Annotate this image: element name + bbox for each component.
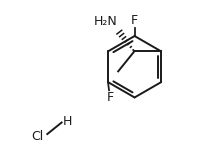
Text: F: F xyxy=(131,14,138,27)
Text: H: H xyxy=(63,115,72,128)
Text: H₂N: H₂N xyxy=(94,15,117,28)
Text: Cl: Cl xyxy=(31,130,44,143)
Text: F: F xyxy=(107,91,114,104)
